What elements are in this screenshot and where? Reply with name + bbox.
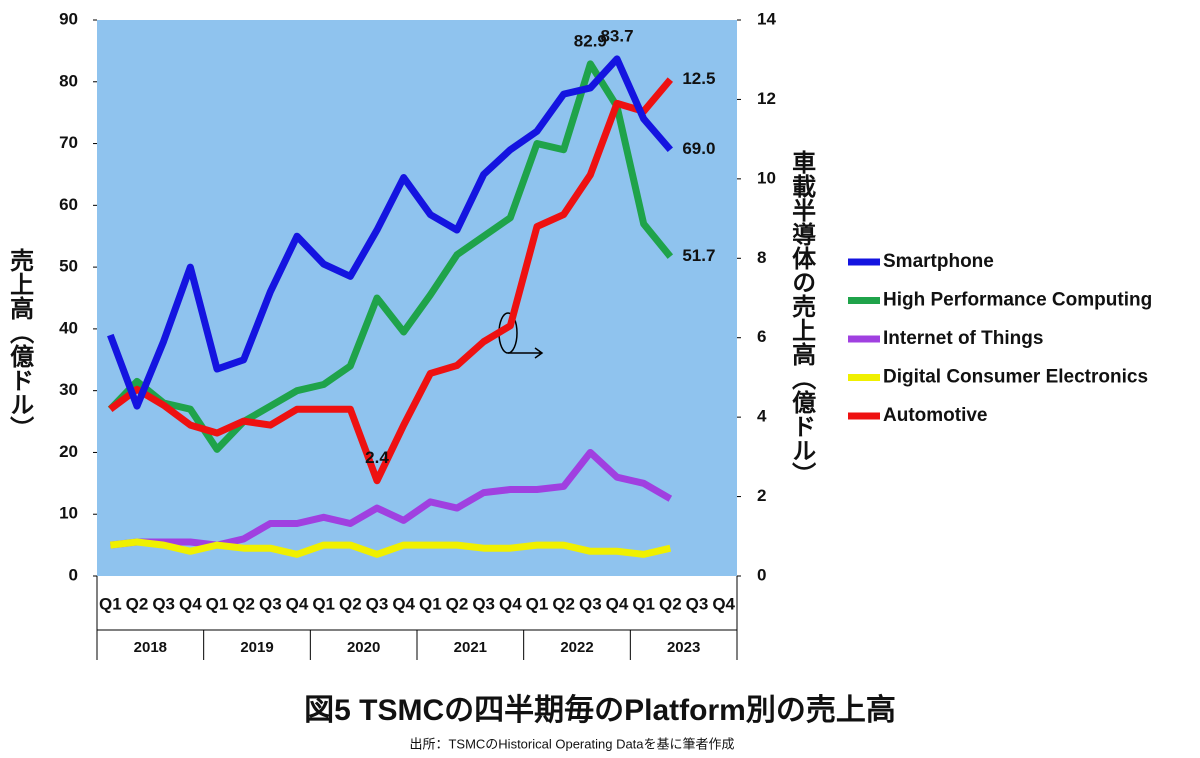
x-tick-label: Q2 (552, 594, 575, 613)
year-label: 2023 (667, 639, 700, 656)
y2-tick-label: 6 (757, 327, 766, 346)
y-tick-label: 80 (59, 71, 78, 90)
y-tick-label: 0 (69, 565, 78, 584)
y-tick-label: 60 (59, 195, 78, 214)
x-tick-label: Q1 (632, 594, 655, 613)
y-tick-label: 20 (59, 442, 78, 461)
data-label: 2.4 (365, 448, 389, 467)
legend-label: Smartphone (883, 251, 994, 272)
x-tick-label: Q2 (339, 594, 362, 613)
y-tick-label: 50 (59, 257, 78, 276)
y2-tick-label: 8 (757, 248, 766, 267)
x-tick-label: Q1 (419, 594, 442, 613)
year-label: 2020 (347, 639, 380, 656)
source-note: 出所：TSMCのHistorical Operating Dataを基に筆者作成 (409, 736, 734, 751)
axis-hint-arrow (508, 347, 544, 359)
x-tick-label: Q3 (366, 594, 389, 613)
x-tick-label: Q1 (99, 594, 122, 613)
y-axis-title: 売上高（億ドル） (6, 248, 34, 440)
series-line (107, 55, 673, 410)
legend-label: Internet of Things (883, 328, 1043, 349)
x-tick-label: Q1 (206, 594, 229, 613)
data-label: 51.7 (682, 246, 715, 265)
data-label: 82.9 (574, 31, 607, 50)
x-tick-label: Q4 (712, 594, 735, 613)
y2-tick-label: 14 (757, 9, 776, 28)
x-tick-label: Q4 (179, 594, 202, 613)
x-tick-label: Q4 (392, 594, 415, 613)
y2-tick-label: 12 (757, 89, 776, 108)
year-label: 2018 (134, 639, 167, 656)
legend-label: Digital Consumer Electronics (883, 367, 1148, 388)
y2-tick-label: 0 (757, 565, 766, 584)
y2-tick-label: 4 (757, 407, 767, 426)
x-tick-label: Q2 (446, 594, 469, 613)
y2-axis-title: 車載半導体の売上高（億ドル） (788, 150, 816, 486)
data-label: 83.7 (600, 26, 633, 45)
x-tick-label: Q3 (152, 594, 175, 613)
y2-tick-label: 10 (757, 168, 776, 187)
x-tick-label: Q1 (312, 594, 335, 613)
year-label: 2021 (454, 639, 487, 656)
x-tick-label: Q3 (472, 594, 495, 613)
legend-label: High Performance Computing (883, 290, 1152, 311)
x-tick-label: Q2 (126, 594, 149, 613)
x-tick-label: Q2 (659, 594, 682, 613)
y-tick-label: 10 (59, 504, 78, 523)
y-tick-label: 30 (59, 380, 78, 399)
series-line (108, 77, 674, 485)
x-tick-label: Q3 (579, 594, 602, 613)
year-label: 2019 (240, 639, 273, 656)
y-tick-label: 70 (59, 133, 78, 152)
legend-label: Automotive (883, 405, 988, 426)
data-label: 12.5 (682, 69, 715, 88)
x-tick-label: Q4 (606, 594, 629, 613)
x-tick-label: Q4 (286, 594, 309, 613)
x-tick-label: Q3 (259, 594, 282, 613)
x-tick-label: Q1 (526, 594, 549, 613)
series-line (109, 448, 673, 549)
data-label: 69.0 (682, 139, 715, 158)
year-label: 2022 (560, 639, 593, 656)
y2-tick-label: 2 (757, 486, 766, 505)
chart-title: 図5 TSMCの四半期毎のPlatform別の売上高 (304, 694, 896, 727)
y-tick-label: 40 (59, 318, 78, 337)
plot-area (97, 20, 737, 576)
y-tick-label: 90 (59, 9, 78, 28)
x-tick-label: Q2 (232, 594, 255, 613)
x-tick-label: Q3 (686, 594, 709, 613)
series-line (109, 538, 672, 558)
x-tick-label: Q4 (499, 594, 522, 613)
